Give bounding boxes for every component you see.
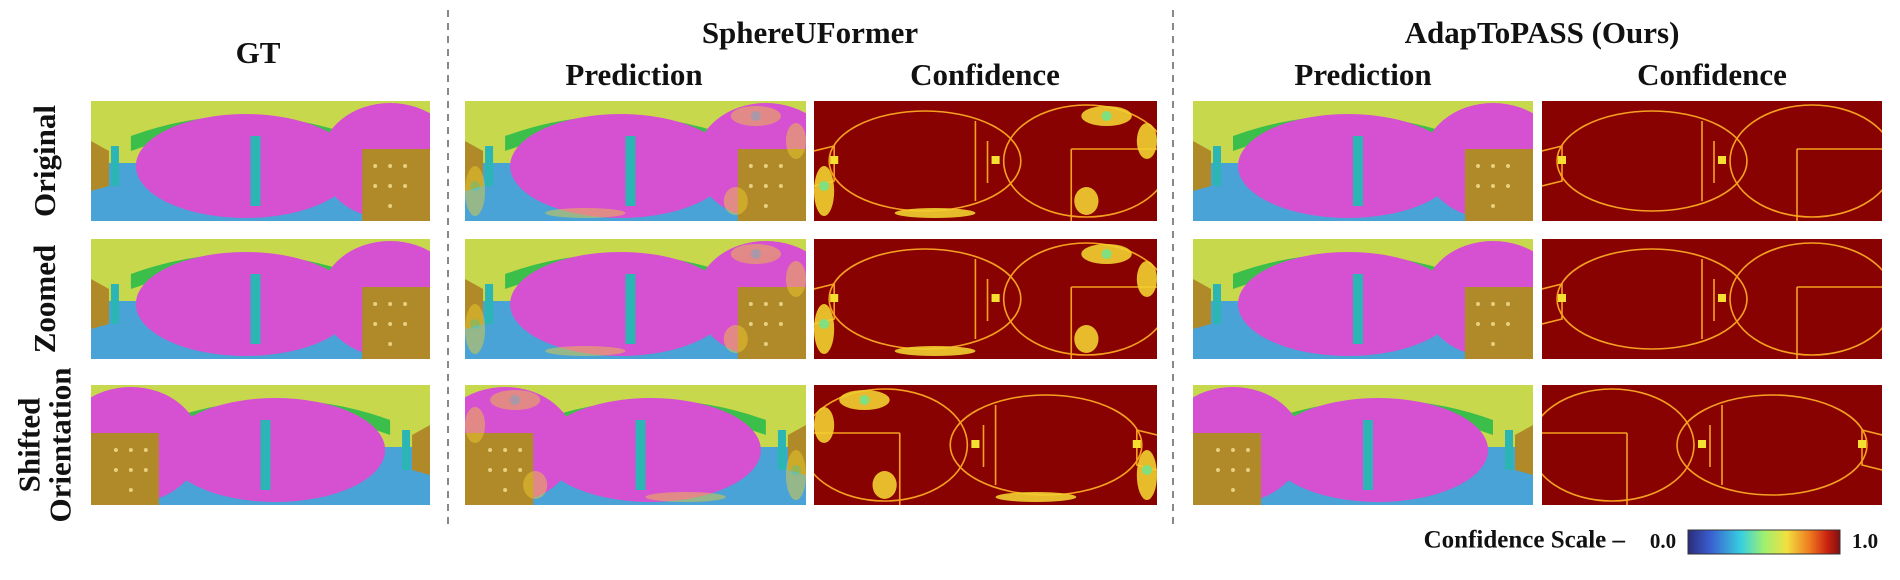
image-panel bbox=[465, 101, 806, 221]
scale-label: Confidence Scale – bbox=[1424, 527, 1626, 554]
image-panel bbox=[814, 385, 1157, 505]
colorbar bbox=[1687, 529, 1841, 555]
segmentation-map bbox=[465, 101, 806, 221]
image-panel bbox=[1542, 385, 1882, 505]
column-title: Confidence bbox=[1637, 57, 1787, 92]
method-title: AdapToPASS (Ours) bbox=[1405, 15, 1680, 50]
method-title: SphereUFormer bbox=[702, 15, 919, 50]
column-title: Prediction bbox=[1294, 57, 1431, 92]
scale-min: 0.0 bbox=[1650, 529, 1676, 553]
segmentation-map bbox=[465, 385, 806, 505]
segmentation-map bbox=[91, 239, 430, 359]
segmentation-map bbox=[91, 101, 430, 221]
row-label: Zoomed bbox=[27, 245, 62, 354]
segmentation-map bbox=[465, 239, 806, 359]
confidence-map bbox=[1542, 239, 1882, 359]
segmentation-map bbox=[91, 385, 430, 505]
segmentation-map bbox=[1193, 239, 1533, 359]
image-panel bbox=[814, 101, 1157, 221]
image-panel bbox=[91, 239, 430, 359]
image-panel bbox=[1193, 239, 1533, 359]
image-panel bbox=[465, 385, 806, 505]
image-panel bbox=[91, 385, 430, 505]
column-title: GT bbox=[236, 35, 281, 70]
column-title: Confidence bbox=[910, 57, 1060, 92]
image-panel bbox=[465, 239, 806, 359]
image-panel bbox=[814, 239, 1157, 359]
confidence-map bbox=[1542, 385, 1882, 505]
row-label: Shifted bbox=[12, 398, 47, 493]
row-label: Orientation bbox=[43, 368, 78, 523]
image-panel bbox=[1193, 101, 1533, 221]
segmentation-map bbox=[1193, 101, 1533, 221]
confidence-map bbox=[1542, 101, 1882, 221]
segmentation-map bbox=[1193, 385, 1533, 505]
image-panel bbox=[1542, 239, 1882, 359]
image-panel bbox=[91, 101, 430, 221]
image-panel bbox=[1542, 101, 1882, 221]
image-panel bbox=[1193, 385, 1533, 505]
column-title: Prediction bbox=[565, 57, 702, 92]
scale-max: 1.0 bbox=[1852, 529, 1878, 553]
row-label: Original bbox=[27, 105, 62, 217]
